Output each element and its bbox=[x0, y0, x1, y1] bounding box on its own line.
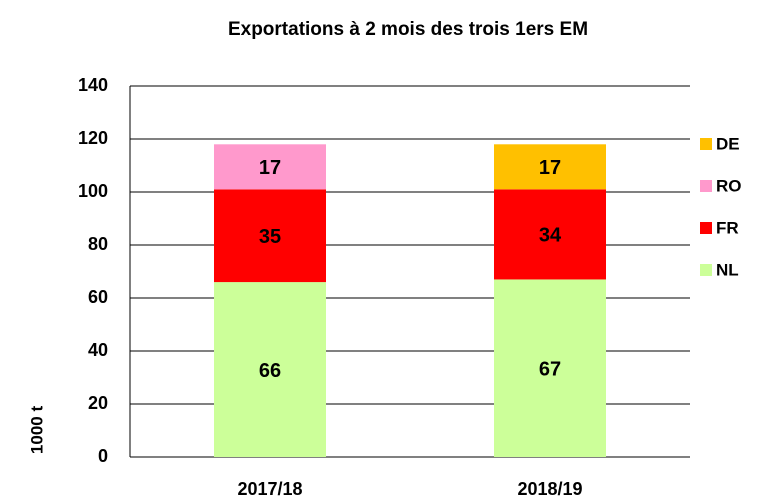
y-tick-label: 140 bbox=[78, 75, 108, 95]
bar-segment bbox=[494, 189, 606, 280]
data-label: 66 bbox=[259, 360, 281, 382]
y-tick-label: 0 bbox=[98, 446, 108, 466]
y-tick-label: 80 bbox=[88, 234, 108, 254]
legend-label: RO bbox=[716, 176, 742, 195]
y-tick-label: 20 bbox=[88, 393, 108, 413]
bar-segment bbox=[494, 144, 606, 190]
data-label: 34 bbox=[539, 225, 562, 247]
data-label: 67 bbox=[539, 359, 561, 381]
y-tick-label: 60 bbox=[88, 287, 108, 307]
bar-segment bbox=[214, 144, 326, 190]
legend-swatch bbox=[700, 180, 712, 192]
bar-segment bbox=[494, 279, 606, 457]
legend-swatch bbox=[700, 138, 712, 150]
bar-segment bbox=[214, 189, 326, 283]
y-axis-label: 1000 t bbox=[27, 406, 46, 455]
legend-label: DE bbox=[716, 134, 740, 153]
chart-title: Exportations à 2 mois des trois 1ers EM bbox=[228, 19, 588, 40]
bar-segment bbox=[214, 282, 326, 457]
x-tick-label: 2018/19 bbox=[517, 479, 582, 499]
legend-swatch bbox=[700, 264, 712, 276]
legend-label: NL bbox=[716, 260, 739, 279]
legend-swatch bbox=[700, 222, 712, 234]
data-label: 17 bbox=[539, 157, 561, 179]
y-tick-label: 40 bbox=[88, 340, 108, 360]
data-label: 35 bbox=[259, 226, 281, 248]
x-tick-label: 2017/18 bbox=[237, 479, 302, 499]
data-label: 17 bbox=[259, 157, 281, 179]
legend-label: FR bbox=[716, 218, 739, 237]
y-tick-label: 120 bbox=[78, 128, 108, 148]
y-tick-label: 100 bbox=[78, 181, 108, 201]
